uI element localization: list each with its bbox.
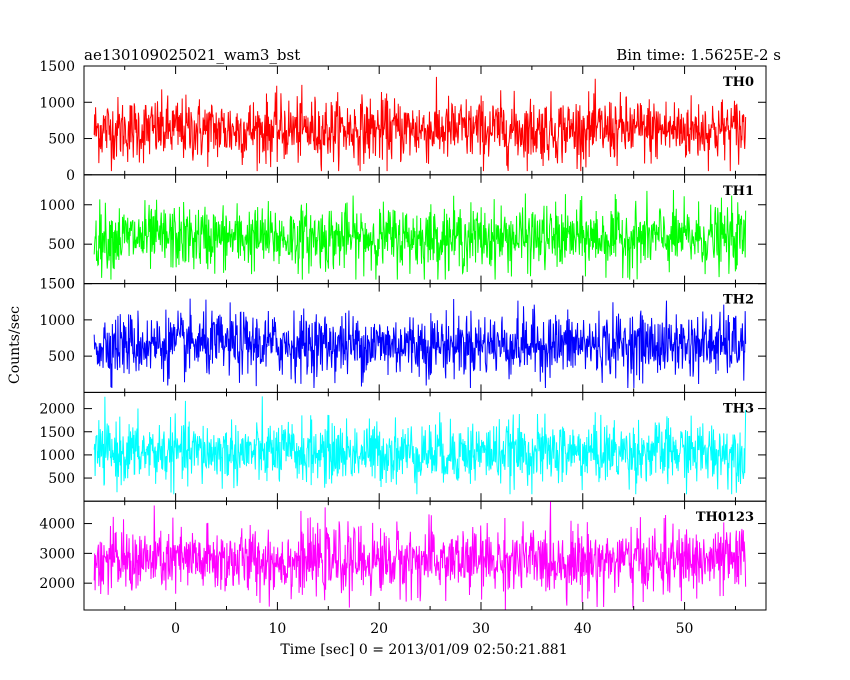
y-tick-label: 500 bbox=[48, 349, 75, 365]
panel-th2: 500 1000 1500 TH2 bbox=[39, 277, 767, 393]
x-tick-labels: 0 10 20 30 40 50 bbox=[171, 621, 693, 637]
panel-th1: 0 500 1000 TH1 bbox=[39, 174, 767, 293]
y-tick-label: 1000 bbox=[39, 198, 75, 214]
chart-title: ae130109025021_wam3_bst bbox=[84, 46, 300, 64]
y-tick-label: 0 bbox=[66, 168, 75, 184]
y-tick-label: 1500 bbox=[39, 425, 75, 441]
y-tick-label: 1000 bbox=[39, 448, 75, 464]
y-tick-label: 3000 bbox=[39, 546, 75, 562]
x-tick-label: 40 bbox=[574, 621, 592, 637]
y-tick-label: 2000 bbox=[39, 402, 75, 418]
series-label-th0123: TH0123 bbox=[696, 510, 754, 525]
panel-th0: 0 500 1000 1500 TH0 bbox=[39, 59, 767, 184]
series-line-th0123 bbox=[93, 501, 747, 611]
panel-frame bbox=[83, 500, 767, 611]
series-line-th2 bbox=[93, 298, 747, 389]
series-label-th2: TH2 bbox=[723, 293, 754, 308]
y-tick-label: 1500 bbox=[39, 277, 75, 293]
x-axis-label: Time [sec] 0 = 2013/01/09 02:50:21.881 bbox=[280, 642, 567, 658]
series-label-th1: TH1 bbox=[723, 184, 754, 199]
x-tick-label: 0 bbox=[171, 621, 180, 637]
y-axis-label: Counts/sec bbox=[7, 306, 23, 384]
panels: 0 500 1000 1500 TH0 0 500 1000 TH1 500 1000 1500 TH2… bbox=[39, 59, 767, 611]
y-tick-label: 1500 bbox=[39, 59, 75, 75]
y-tick-label: 1000 bbox=[39, 95, 75, 111]
y-tick-label: 2000 bbox=[39, 576, 75, 592]
panel-th3: 500 1000 1500 2000 TH3 bbox=[39, 391, 767, 502]
series-line-th1 bbox=[93, 189, 747, 280]
series-label-th0: TH0 bbox=[723, 75, 754, 90]
y-tick-label: 500 bbox=[48, 132, 75, 148]
x-tick-label: 10 bbox=[268, 621, 286, 637]
y-tick-label: 0 bbox=[66, 277, 75, 293]
y-tick-label: 500 bbox=[48, 471, 75, 487]
panel-th0123: 2000 3000 4000 TH0123 bbox=[39, 500, 767, 611]
x-tick-label: 30 bbox=[472, 621, 490, 637]
y-tick-label: 500 bbox=[48, 237, 75, 253]
chart-subtitle: Bin time: 1.5625E-2 s bbox=[616, 46, 781, 64]
y-tick-label: 4000 bbox=[39, 517, 75, 533]
series-label-th3: TH3 bbox=[723, 401, 754, 416]
y-tick-label: 1000 bbox=[39, 313, 75, 329]
x-tick-label: 50 bbox=[676, 621, 694, 637]
x-tick-label: 20 bbox=[370, 621, 388, 637]
series-line-th0 bbox=[93, 76, 747, 172]
series-line-th3 bbox=[93, 396, 747, 495]
